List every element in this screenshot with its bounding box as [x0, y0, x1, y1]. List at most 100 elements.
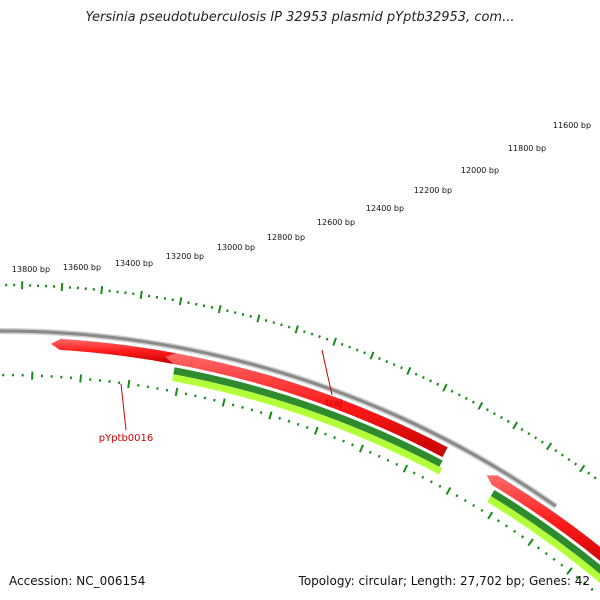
minor-tick — [213, 398, 216, 402]
minor-tick — [241, 313, 245, 316]
plasmid-backbone-shadow — [0, 327, 558, 509]
minor-tick — [287, 325, 291, 329]
minor-tick — [560, 563, 564, 567]
minor-tick — [463, 499, 467, 503]
minor-tick — [392, 363, 396, 367]
plasmid-backbone — [0, 329, 557, 508]
minor-tick — [438, 484, 442, 488]
gene-arrow-forward[interactable] — [165, 353, 448, 458]
major-tick — [358, 444, 364, 453]
major-tick — [268, 411, 273, 420]
gene-label-pointer-pyptb0016 — [120, 383, 127, 431]
minor-tick — [554, 449, 558, 453]
map-title: Yersinia pseudotuberculosis IP 32953 pla… — [85, 10, 515, 25]
gene-arrow-trai-dark[interactable] — [173, 367, 443, 467]
minor-tick — [400, 366, 403, 370]
tick-label: 12000 bp — [461, 166, 499, 175]
gene-arrow-reverse-right-dark[interactable] — [490, 489, 600, 578]
minor-tick — [412, 471, 416, 475]
gene-arrow-reverse-right-light[interactable] — [487, 495, 600, 584]
minor-tick — [450, 389, 454, 393]
major-tick — [127, 379, 131, 389]
minor-tick — [527, 432, 531, 436]
minor-tick — [377, 454, 381, 458]
minor-tick — [368, 450, 372, 454]
minor-tick — [310, 332, 314, 336]
minor-tick — [156, 387, 159, 390]
minor-tick — [250, 408, 254, 412]
minor-tick — [575, 575, 579, 579]
major-tick — [221, 398, 226, 407]
minor-tick — [593, 476, 597, 480]
minor-tick — [492, 412, 496, 416]
minor-tick — [421, 375, 425, 380]
minor-tick — [455, 494, 459, 498]
minor-tick — [574, 462, 578, 466]
gene-arrow-pyptb0016[interactable] — [50, 338, 176, 364]
major-tick — [294, 325, 299, 334]
major-tick — [217, 304, 222, 314]
minor-tick — [386, 458, 390, 462]
major-tick — [369, 351, 375, 360]
minor-tick — [278, 416, 282, 420]
major-tick — [332, 337, 337, 346]
tick-label: 11600 bp — [553, 121, 591, 130]
minor-tick — [226, 309, 229, 313]
minor-tick — [348, 345, 352, 349]
minor-tick — [567, 457, 571, 462]
minor-tick — [342, 439, 345, 443]
minor-tick — [429, 480, 433, 484]
minor-tick — [560, 453, 564, 457]
minor-tick — [203, 396, 207, 400]
minor-tick — [540, 440, 544, 444]
minor-tick — [305, 425, 309, 430]
gene-label-pyptb0016[interactable]: pYptb0016 — [99, 433, 154, 444]
minor-tick — [259, 411, 263, 415]
minor-tick — [472, 503, 476, 508]
major-tick — [546, 442, 553, 451]
minor-tick — [506, 419, 510, 424]
major-tick — [487, 511, 494, 520]
minor-tick — [241, 405, 244, 409]
minor-tick — [318, 335, 321, 339]
major-tick — [79, 374, 82, 383]
minor-tick — [421, 475, 425, 479]
inner-tick-ring — [2, 371, 594, 591]
minor-tick — [187, 301, 190, 305]
minor-tick — [233, 311, 237, 315]
minor-tick — [583, 581, 587, 585]
tick-label: 13600 bp — [63, 263, 101, 272]
major-tick — [174, 387, 179, 397]
major-tick — [406, 366, 412, 376]
minor-tick — [385, 360, 389, 364]
minor-tick — [303, 330, 306, 334]
minor-tick — [544, 552, 548, 556]
major-tick — [139, 290, 143, 299]
tick-label: 12600 bp — [317, 218, 355, 227]
minor-tick — [333, 436, 336, 440]
minor-tick — [429, 379, 433, 383]
gene-label-trai[interactable]: traJ — [325, 398, 342, 409]
minor-tick — [231, 403, 235, 407]
minor-tick — [264, 319, 268, 322]
minor-tick — [513, 529, 517, 533]
minor-tick — [504, 524, 509, 528]
minor-tick — [534, 436, 538, 440]
minor-tick — [355, 348, 359, 352]
minor-tick — [590, 587, 594, 591]
minor-tick — [363, 351, 366, 355]
gene-label-pointer-trai — [321, 349, 333, 396]
minor-tick — [296, 422, 300, 426]
minor-tick — [194, 394, 197, 398]
minor-tick — [414, 372, 418, 376]
accession-label: Accession: NC_006154 — [9, 574, 146, 588]
gene-arrow-forward-right[interactable] — [486, 475, 600, 570]
gene-arrow-trai-light[interactable] — [171, 374, 443, 475]
minor-tick — [395, 462, 399, 466]
minor-tick — [210, 305, 214, 309]
minor-tick — [485, 408, 489, 412]
major-tick — [566, 567, 573, 575]
major-tick — [100, 286, 104, 295]
minor-tick — [377, 357, 381, 361]
